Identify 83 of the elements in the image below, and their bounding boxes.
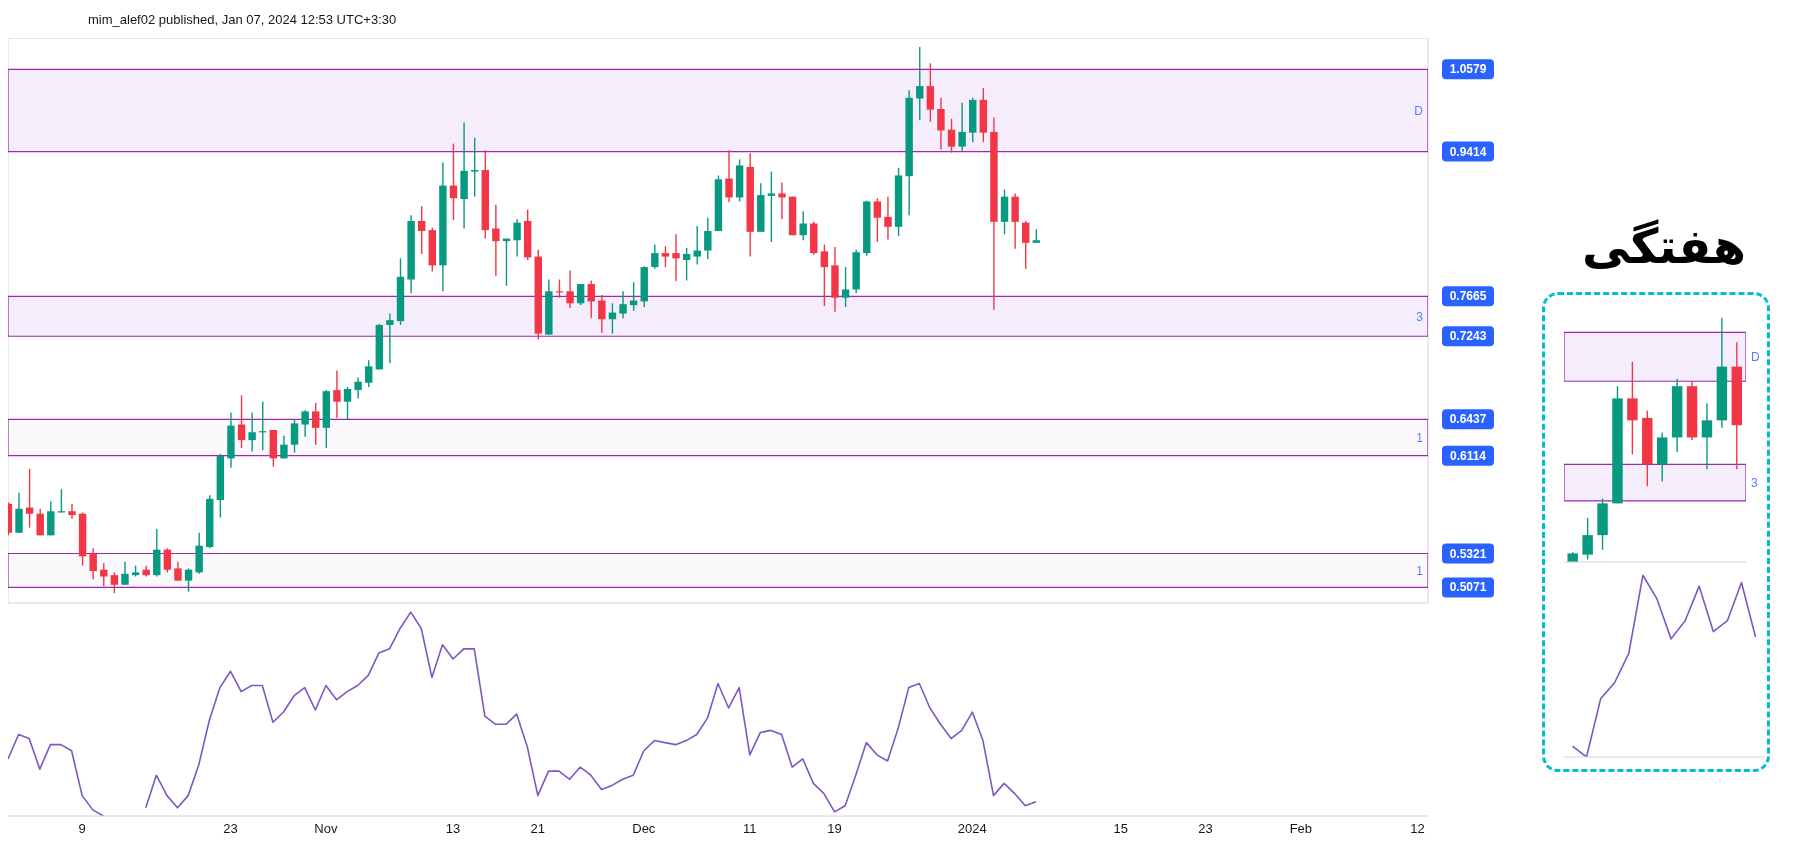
candlestick: [365, 359, 373, 388]
candlestick: [492, 203, 500, 277]
candlestick: [587, 279, 595, 319]
x-tick-label: 9: [78, 821, 86, 837]
candlestick: [301, 409, 309, 438]
candlestick: [566, 269, 574, 309]
x-tick-label: 15: [1113, 821, 1128, 837]
candlestick: [1627, 361, 1638, 456]
candlestick: [704, 217, 712, 260]
candlestick: [1701, 402, 1713, 470]
candlestick: [184, 567, 193, 593]
candlestick: [163, 547, 172, 574]
band-label: D: [1414, 103, 1424, 118]
band-label: 3: [1751, 475, 1758, 490]
candlestick: [513, 218, 521, 258]
candlestick: [470, 137, 479, 198]
candlestick: [947, 118, 956, 154]
chart-title: هفتگی: [1581, 218, 1747, 274]
candlestick: [651, 243, 659, 270]
candlestick: [693, 225, 701, 266]
x-tick-label: 23: [223, 821, 238, 837]
candlestick: [386, 312, 394, 365]
candlestick: [36, 508, 44, 537]
candlestick: [555, 278, 564, 299]
y-tick-label: 0.7665: [1449, 289, 1487, 304]
x-tick-label: 21: [530, 821, 546, 837]
candlestick: [290, 419, 299, 454]
candlestick: [121, 560, 129, 586]
candlestick: [343, 386, 352, 420]
x-tick-label: 11: [743, 821, 757, 837]
candlestick: [619, 290, 627, 319]
candlestick: [248, 411, 256, 453]
candlestick: [682, 247, 691, 282]
x-tick-label: 19: [827, 821, 842, 837]
candlestick: [89, 547, 97, 580]
x-tick-label: 12: [1410, 821, 1425, 837]
candlestick: [598, 294, 606, 334]
y-tick-label: 0.6437: [1449, 412, 1487, 427]
y-tick-label: 0.5071: [1449, 580, 1487, 595]
y-tick-label: 0.5321: [1449, 546, 1487, 561]
candlestick: [237, 394, 246, 449]
candlestick: [25, 468, 34, 529]
candlestick: [110, 571, 119, 594]
x-tick-label: Dec: [632, 821, 656, 837]
candlestick: [884, 195, 892, 241]
candlestick: [629, 281, 638, 312]
band-label: 1: [1416, 430, 1424, 445]
candlestick: [725, 149, 733, 203]
candlestick: [1582, 517, 1593, 561]
candlestick: [873, 197, 882, 243]
candlestick: [916, 46, 924, 122]
candlestick: [767, 170, 776, 243]
candlestick: [937, 97, 945, 151]
candlestick: [799, 210, 807, 241]
x-tick-label: Nov: [314, 821, 338, 837]
x-tick-label: 13: [445, 821, 461, 837]
candlestick: [958, 101, 966, 152]
candlestick: [417, 205, 426, 255]
candlestick: [1022, 220, 1030, 270]
candlestick: [841, 266, 850, 308]
candlestick: [661, 245, 670, 268]
band-label: D: [1751, 350, 1760, 365]
candlestick: [778, 181, 786, 221]
candlestick: [174, 560, 182, 582]
candlestick: [68, 503, 76, 520]
band-label: 3: [1416, 309, 1424, 324]
y-tick-label: 0.7243: [1449, 329, 1487, 344]
candlestick: [926, 62, 935, 123]
candlestick: [672, 233, 680, 283]
candlestick: [333, 369, 341, 419]
candlestick: [354, 376, 362, 400]
y-tick-label: 0.6114: [1449, 448, 1487, 463]
x-tick-label: 2024: [957, 821, 987, 837]
y-tick-label: 0.9414: [1449, 144, 1487, 159]
x-tick-label: Feb: [1289, 821, 1313, 837]
band-label: 1: [1416, 563, 1424, 578]
candlestick: [576, 283, 585, 306]
y-tick-label: 1.0579: [1449, 62, 1487, 77]
candlestick: [820, 243, 829, 307]
candlestick: [100, 562, 108, 587]
text: mim_alef02 published, Jan 07, 2024 12:53 UTC+3:30: [88, 12, 397, 27]
x-tick-label: 23: [1198, 821, 1213, 837]
candlestick: [312, 402, 320, 446]
